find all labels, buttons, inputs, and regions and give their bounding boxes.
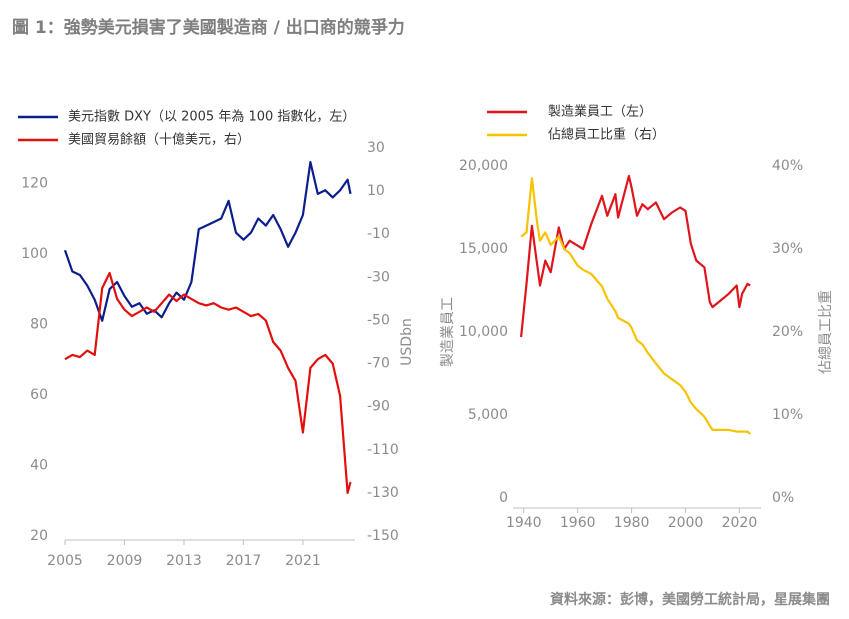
legend-label: 美元指數 DXY（以 2005 年為 100 指數化，左） [68,109,355,125]
legend-label: 佔總員工比重（右） [548,127,665,143]
y-tick-label: 10,000 [459,324,508,340]
source-note: 資料來源：彭博，美國勞工統計局，星展集團 [550,591,830,608]
legend-label: 美國貿易餘額（十億美元，右） [68,132,250,148]
y2-tick-label: 0% [772,490,794,506]
data-line [520,174,751,338]
y2-tick-label: -130 [367,485,399,501]
y2-tick-label: -50 [367,312,390,328]
x-tick-label: 1960 [560,515,596,531]
x-tick-label: 2017 [226,553,262,569]
y-tick-label: 80 [30,316,48,332]
y-axis-title: 製造業員工 [440,297,456,367]
x-tick-label: 1980 [614,515,650,531]
x-tick-label: 2000 [668,515,704,531]
y2-tick-label: -150 [367,528,399,544]
y-tick-label: 100 [21,246,48,262]
y2-axis-title: USDbn [399,318,415,366]
data-line [63,161,352,322]
x-tick-label: 1940 [506,515,542,531]
y2-tick-label: 20% [772,324,803,340]
y2-tick-label: 40% [772,158,803,174]
y2-tick-label: -90 [367,399,390,415]
data-line [520,177,751,435]
x-tick-label: 2009 [107,553,143,569]
y-tick-label: 5,000 [468,407,508,423]
x-tick-label: 2020 [722,515,758,531]
y2-tick-label: -30 [367,269,390,285]
data-line [64,271,352,494]
legend-label: 製造業員工（左） [548,104,652,120]
y2-axis-title: 佔總員工比重 [817,290,834,374]
y2-tick-label: -10 [367,226,390,242]
y2-tick-label: 30% [772,241,803,257]
y-tick-label: 15,000 [459,241,508,257]
y2-tick-label: 30 [367,140,385,156]
x-tick-label: 2013 [166,553,202,569]
y-tick-label: 60 [30,387,48,403]
y-tick-label: 40 [30,457,48,473]
y-tick-label: 20 [30,528,48,544]
y2-tick-label: 10 [367,183,385,199]
y2-tick-label: -70 [367,356,390,372]
x-tick-label: 2005 [47,553,83,569]
x-tick-label: 2021 [285,553,321,569]
y-tick-label: 20,000 [459,158,508,174]
y-tick-label: 0 [499,490,508,506]
y-tick-label: 120 [21,175,48,191]
y2-tick-label: 10% [772,407,803,423]
y2-tick-label: -110 [367,442,399,458]
page-title: 圖 1：強勢美元損害了美國製造商 / 出口商的競爭力 [12,17,405,38]
